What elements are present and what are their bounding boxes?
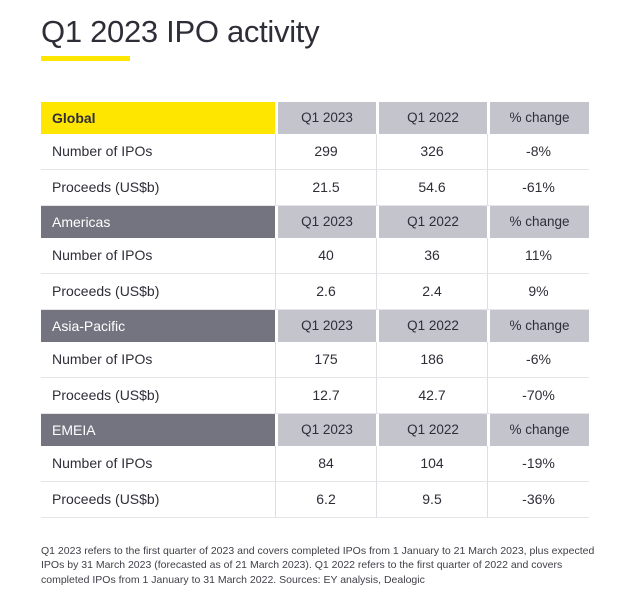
section-header-global: Global Q1 2023 Q1 2022 % change [41,101,589,134]
region-header-emeia: EMEIA [41,413,275,446]
value-pct-change: 9% [487,273,589,309]
row-label: Proceeds (US$b) [52,387,160,404]
value-q1-2023: 175 [275,341,376,377]
col-header-q1-2023: Q1 2023 [275,205,376,238]
row-label: Number of IPOs [52,455,153,472]
value-q1-2022: 36 [376,237,487,273]
col-header-q1-2022: Q1 2022 [376,101,487,134]
value-pct-change: -6% [487,341,589,377]
col-header-pct-change: % change [487,413,589,446]
value-q1-2023: 21.5 [275,169,376,205]
title-accent-bar [41,55,130,61]
section-header-emeia: EMEIA Q1 2023 Q1 2022 % change [41,413,589,446]
row-label: Proceeds (US$b) [52,179,160,196]
col-header-q1-2022: Q1 2022 [376,309,487,342]
value-q1-2023: 40 [275,237,376,273]
value-q1-2022: 42.7 [376,377,487,413]
table-row: Number of IPOs 299 326 -8% [41,133,589,170]
section-header-asia-pacific: Asia-Pacific Q1 2023 Q1 2022 % change [41,309,589,342]
region-header-americas: Americas [41,205,275,238]
col-header-pct-change: % change [487,205,589,238]
page-title: Q1 2023 IPO activity [41,14,320,49]
value-q1-2022: 186 [376,341,487,377]
value-q1-2022: 9.5 [376,481,487,517]
col-header-q1-2023: Q1 2023 [275,309,376,342]
value-pct-change: -19% [487,445,589,481]
table-row: Number of IPOs 40 36 11% [41,237,589,274]
col-header-pct-change: % change [487,101,589,134]
value-q1-2023: 2.6 [275,273,376,309]
table-row: Proceeds (US$b) 12.7 42.7 -70% [41,377,589,414]
value-pct-change: -36% [487,481,589,517]
table-row: Proceeds (US$b) 21.5 54.6 -61% [41,169,589,206]
col-header-q1-2023: Q1 2023 [275,413,376,446]
value-pct-change: -8% [487,133,589,169]
row-label: Number of IPOs [52,247,153,264]
value-pct-change: -61% [487,169,589,205]
value-q1-2022: 2.4 [376,273,487,309]
value-q1-2023: 6.2 [275,481,376,517]
row-label: Number of IPOs [52,351,153,368]
row-label: Number of IPOs [52,143,153,160]
col-header-q1-2023: Q1 2023 [275,101,376,134]
value-pct-change: 11% [487,237,589,273]
table-row: Number of IPOs 84 104 -19% [41,445,589,482]
row-label: Proceeds (US$b) [52,491,160,508]
value-q1-2023: 84 [275,445,376,481]
col-header-q1-2022: Q1 2022 [376,205,487,238]
value-q1-2022: 326 [376,133,487,169]
region-header-global: Global [41,101,275,134]
value-q1-2023: 299 [275,133,376,169]
value-q1-2022: 104 [376,445,487,481]
col-header-q1-2022: Q1 2022 [376,413,487,446]
table-row: Proceeds (US$b) 6.2 9.5 -36% [41,481,589,518]
section-header-americas: Americas Q1 2023 Q1 2022 % change [41,205,589,238]
footnote: Q1 2023 refers to the first quarter of 2… [41,544,595,586]
table-row: Proceeds (US$b) 2.6 2.4 9% [41,273,589,310]
row-label: Proceeds (US$b) [52,283,160,300]
value-q1-2022: 54.6 [376,169,487,205]
value-q1-2023: 12.7 [275,377,376,413]
ipo-activity-table: Global Q1 2023 Q1 2022 % change Number o… [41,101,589,518]
col-header-pct-change: % change [487,309,589,342]
region-header-asia-pacific: Asia-Pacific [41,309,275,342]
table-row: Number of IPOs 175 186 -6% [41,341,589,378]
value-pct-change: -70% [487,377,589,413]
